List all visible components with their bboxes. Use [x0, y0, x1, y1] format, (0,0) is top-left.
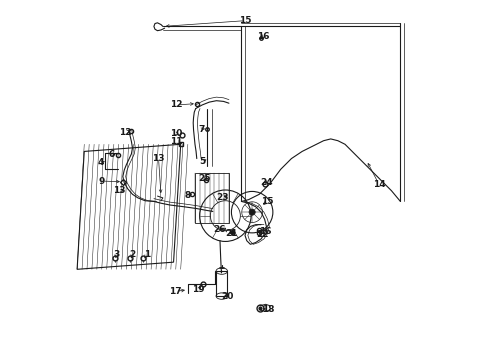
Text: 24: 24: [260, 178, 273, 187]
Text: 12: 12: [120, 128, 132, 137]
Text: 8: 8: [185, 191, 191, 200]
Text: 14: 14: [373, 180, 385, 189]
Text: 6: 6: [109, 150, 115, 159]
Circle shape: [249, 209, 255, 215]
Text: 5: 5: [200, 157, 206, 166]
Text: 16: 16: [260, 226, 272, 235]
Text: 18: 18: [262, 305, 274, 314]
Text: 12: 12: [170, 100, 183, 109]
Text: 4: 4: [97, 158, 103, 167]
Text: 20: 20: [221, 292, 234, 301]
Text: 16: 16: [257, 32, 269, 41]
Text: 1: 1: [144, 250, 150, 259]
Text: 9: 9: [99, 176, 105, 185]
Text: 15: 15: [239, 16, 251, 25]
Text: 13: 13: [113, 186, 125, 195]
Text: 17: 17: [169, 287, 182, 296]
Text: 21: 21: [225, 229, 238, 238]
Text: 26: 26: [213, 225, 225, 234]
Text: 22: 22: [256, 230, 269, 239]
Text: 23: 23: [217, 193, 229, 202]
Text: 10: 10: [170, 129, 183, 138]
Text: 19: 19: [192, 285, 205, 294]
Text: 25: 25: [199, 175, 211, 184]
Text: 15: 15: [261, 197, 273, 206]
Text: 3: 3: [113, 250, 120, 259]
Text: 11: 11: [170, 137, 183, 146]
Text: 2: 2: [129, 250, 136, 259]
Text: 7: 7: [198, 125, 205, 134]
Text: 13: 13: [152, 154, 165, 163]
